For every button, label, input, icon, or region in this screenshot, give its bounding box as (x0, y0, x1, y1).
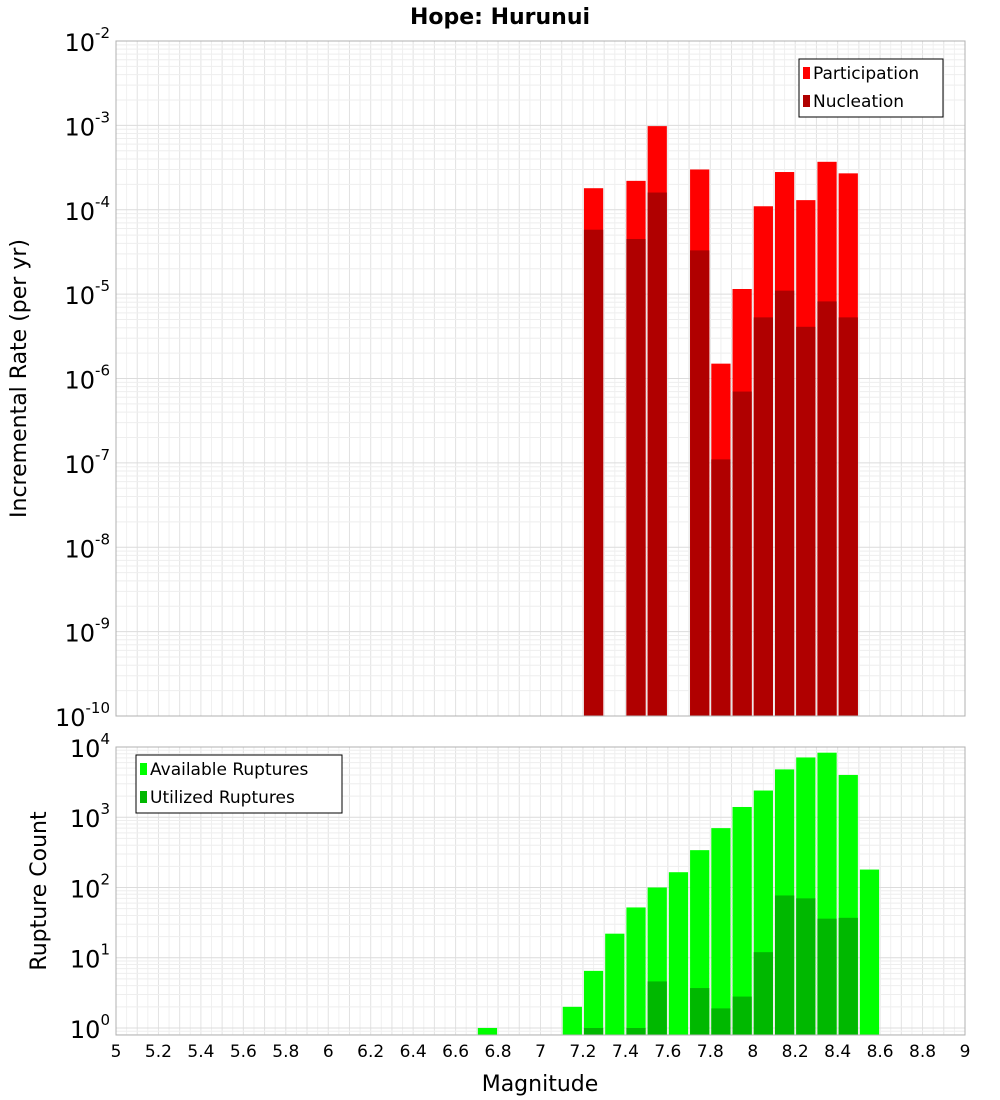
bar-nucleation (796, 326, 816, 716)
legend-swatch (140, 791, 147, 803)
legend-box (135, 754, 343, 814)
bar-utilized-ruptures (732, 996, 752, 1035)
legend-swatch (140, 763, 147, 775)
x-tick-label: 5 (111, 1042, 122, 1062)
y-tick-label: 10-10 (55, 699, 110, 732)
y-tick-label: 10-3 (64, 108, 110, 141)
x-tick-label: 7.8 (697, 1042, 724, 1062)
count-panel: 100 101 102 103 104 Rupture Count Available Ru… (27, 730, 966, 1044)
y-tick-label: 102 (70, 870, 110, 903)
bar-utilized-ruptures (838, 917, 858, 1035)
y-tick-label: 10-4 (64, 193, 110, 226)
x-tick-label: 7.2 (569, 1042, 596, 1062)
bar-nucleation (711, 459, 731, 716)
legend-label: Nucleation (813, 92, 904, 112)
bar-utilized-ruptures (583, 1027, 604, 1035)
y-tick-label: 10-8 (64, 530, 110, 563)
bar-available-ruptures (732, 806, 752, 1035)
x-axis: 5 5.2 5.4 5.6 5.8 6 6.2 6.4 6.6 6.8 7 7.2 7.4 7.6 7.8 8… (111, 1042, 971, 1062)
x-tick-label: 7.6 (654, 1042, 681, 1062)
x-tick-label: 8 (747, 1042, 758, 1062)
bar-nucleation (753, 317, 773, 716)
legend-label: Available Ruptures (150, 760, 308, 780)
x-tick-label: 8.6 (867, 1042, 894, 1062)
bar-available-ruptures (668, 872, 689, 1035)
x-tick-label: 6 (323, 1042, 334, 1062)
x-tick-label: 8.4 (824, 1042, 851, 1062)
plot-frame-counts (115, 746, 966, 1036)
x-tick-label: 5.6 (230, 1042, 257, 1062)
bar-nucleation (690, 250, 710, 717)
x-tick-label: 9 (960, 1042, 971, 1062)
x-tick-label: 8.8 (909, 1042, 936, 1062)
bar-available-ruptures (562, 1006, 582, 1035)
bar-utilized-ruptures (626, 1027, 646, 1035)
y-tick-label: 10-9 (64, 615, 110, 648)
bar-nucleation (626, 239, 646, 716)
bar-available-ruptures (859, 869, 880, 1035)
bar-nucleation (732, 391, 752, 716)
legend-counts: Available Ruptures Utilized Ruptures (135, 754, 343, 814)
x-axis-label: Magnitude (482, 1072, 599, 1097)
legend-swatch (803, 67, 810, 79)
bar-utilized-ruptures (711, 1008, 731, 1035)
x-tick-label: 6.2 (357, 1042, 384, 1062)
legend-box (798, 58, 944, 118)
y-tick-label: 101 (70, 941, 110, 974)
bar-available-ruptures (583, 970, 604, 1035)
x-tick-label: 7 (535, 1042, 546, 1062)
legend-label: Utilized Ruptures (150, 788, 295, 808)
bar-utilized-ruptures (774, 895, 795, 1035)
y-tick-label: 10-5 (64, 277, 110, 310)
y-tick-label: 103 (70, 800, 110, 833)
bar-nucleation (838, 317, 858, 716)
y-tick-label: 10-6 (64, 362, 110, 395)
legend-label: Participation (813, 64, 919, 84)
y-tick-label: 104 (70, 730, 110, 763)
x-tick-label: 6.4 (400, 1042, 427, 1062)
bar-available-ruptures (605, 933, 625, 1035)
y-tick-label: 100 (70, 1011, 110, 1044)
bar-utilized-ruptures (753, 952, 773, 1035)
legend-swatch (803, 95, 810, 107)
legend-rates: Participation Nucleation (798, 58, 944, 118)
x-tick-label: 5.4 (187, 1042, 214, 1062)
bar-available-ruptures (477, 1027, 498, 1035)
x-tick-label: 5.8 (272, 1042, 299, 1062)
y-axis-label: Incremental Rate (per yr) (7, 239, 32, 518)
bar-nucleation (583, 229, 604, 717)
bar-available-ruptures (711, 828, 731, 1035)
y-tick-label: 10-2 (64, 24, 110, 57)
y-tick-label: 10-7 (64, 446, 110, 479)
bar-nucleation (817, 301, 837, 716)
x-tick-label: 7.4 (612, 1042, 639, 1062)
bar-nucleation (774, 290, 795, 716)
bar-nucleation (647, 192, 667, 717)
x-tick-label: 8.2 (782, 1042, 809, 1062)
chart-title: Hope: Hurunui (410, 5, 590, 30)
x-tick-label: 5.2 (145, 1042, 172, 1062)
rate-panel: 10-10 10-9 10-8 10-7 10-6 10-5 10-4 10-3 10-2 Inc… (7, 24, 966, 732)
plot-frame-rates (115, 40, 966, 717)
bar-utilized-ruptures (690, 988, 710, 1035)
bar-utilized-ruptures (817, 918, 837, 1035)
bar-utilized-ruptures (796, 898, 816, 1035)
bar-available-ruptures (626, 907, 646, 1035)
x-tick-label: 6.8 (485, 1042, 512, 1062)
x-tick-label: 6.6 (442, 1042, 469, 1062)
y-axis-label: Rupture Count (27, 811, 52, 971)
bar-utilized-ruptures (647, 981, 667, 1035)
